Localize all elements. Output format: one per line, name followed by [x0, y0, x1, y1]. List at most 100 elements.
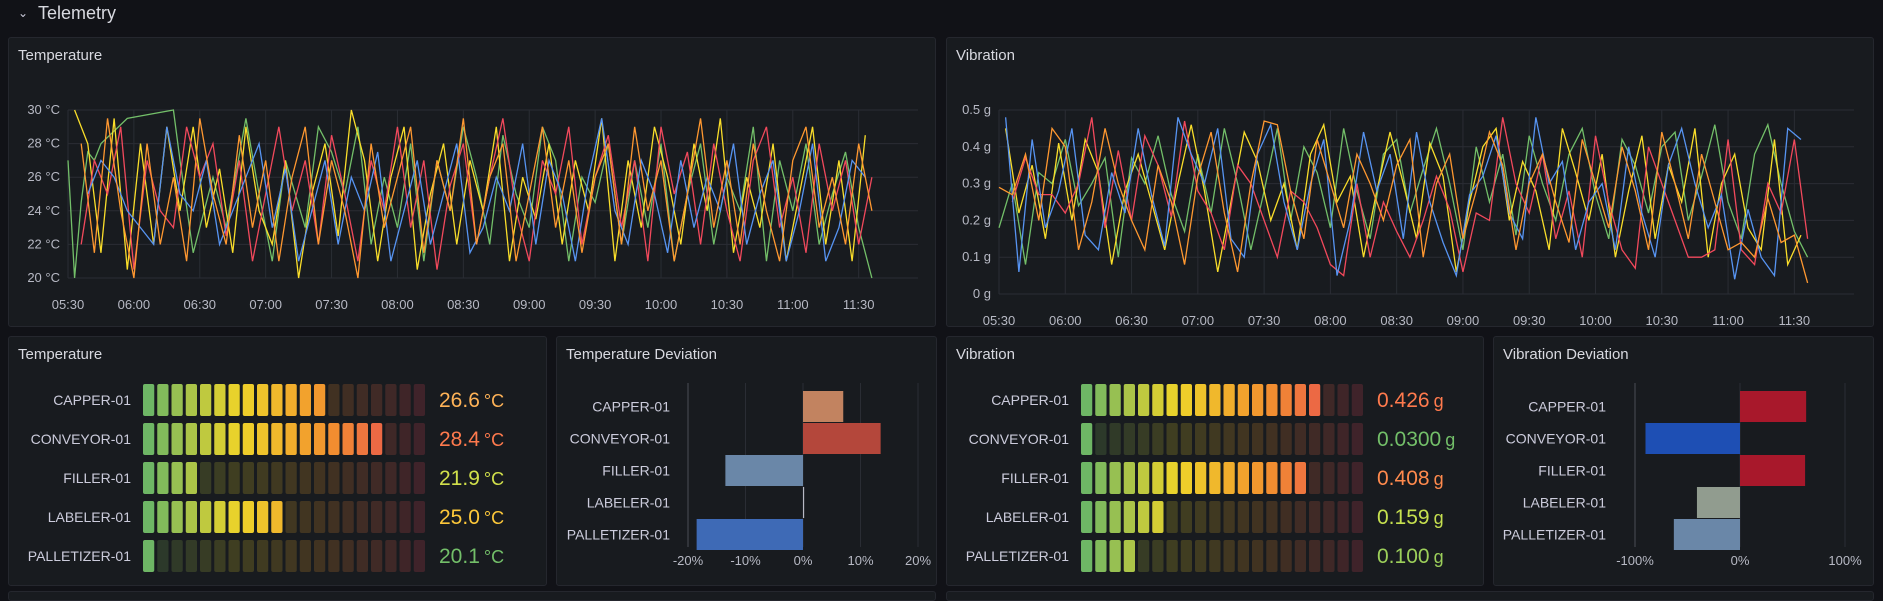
x-tick-label: 08:00: [381, 297, 414, 312]
chevron-down-icon[interactable]: ⌄: [18, 6, 29, 20]
gauge-cell: [1123, 423, 1135, 455]
gauge-cell: [1323, 501, 1335, 533]
x-tick-label: 06:00: [118, 297, 151, 312]
temperature-timeseries-panel[interactable]: Temperature 20 °C 22 °C 24 °C 26 °C 28 °C 30 …: [8, 37, 936, 327]
gauge-cell: [157, 462, 169, 494]
gauge-cell: [285, 462, 297, 494]
panel-title: Temperature: [18, 346, 103, 363]
gauge-cell: [1223, 501, 1235, 533]
gauge-cell: [413, 540, 425, 572]
gauge-cell: [200, 540, 212, 572]
x-tick-label: 10:00: [1579, 313, 1612, 327]
gauge-cell: [214, 423, 226, 455]
vibration-timeseries-panel[interactable]: Vibration 0 g 0.1 g 0.2 g 0.3 g 0.4 g 0.5 g 05…: [946, 37, 1874, 327]
gauge-cell: [1223, 540, 1235, 572]
x-tick-label: -20%: [673, 553, 704, 568]
gauge-cell: [271, 384, 283, 416]
gauge-cell: [413, 462, 425, 494]
x-tick-label: 09:00: [513, 297, 546, 312]
gauge-cell: [399, 540, 411, 572]
x-tick-label: 08:30: [1380, 313, 1413, 327]
gauge-cell: [1237, 384, 1249, 416]
gauge-cell: [271, 423, 283, 455]
gauge-cell: [1095, 462, 1107, 494]
gauge-cell: [1351, 462, 1363, 494]
vibration-deviation-panel[interactable]: Vibration Deviation -100% 0% 100% CAPPER-01…: [1493, 336, 1874, 586]
gauge-cell: [242, 540, 254, 572]
gauge-cell: [1209, 540, 1221, 572]
y-tick-label: 0 g: [973, 286, 991, 301]
gauge-cell: [1180, 423, 1192, 455]
gauge-cell: [413, 423, 425, 455]
row-label: PALLETIZER-01: [966, 548, 1069, 564]
gauge-cell: [371, 540, 383, 572]
gauge-cell: [1252, 501, 1264, 533]
x-tick-label: 11:00: [777, 297, 809, 312]
x-tick-label: 05:30: [52, 297, 85, 312]
deviation-bar: [803, 423, 881, 454]
x-tick-label: 08:00: [1314, 313, 1347, 327]
vibration-line-chart: 0 g 0.1 g 0.2 g 0.3 g 0.4 g 0.5 g 05:30 06:00 06…: [962, 102, 1854, 327]
series-line: [1004, 117, 1802, 280]
gauge-value: 21.9 °C: [439, 467, 504, 490]
gauge-cell: [1180, 462, 1192, 494]
row-label: PALLETIZER-01: [567, 527, 670, 543]
y-tick-label: 0.5 g: [962, 102, 991, 117]
gauge-cell: [228, 501, 240, 533]
y-tick-label: 28 °C: [27, 136, 60, 151]
deviation-bar: [803, 391, 844, 422]
gauge-unit: g: [1434, 469, 1444, 489]
gauge-cell: [185, 384, 197, 416]
row-label: CAPPER-01: [592, 399, 670, 415]
gauge-cell: [413, 501, 425, 533]
gauge-cell: [1280, 384, 1292, 416]
x-tick-label: 10:30: [711, 297, 744, 312]
gauge-cell: [228, 384, 240, 416]
gauge-cell: [214, 540, 226, 572]
gauge-cell: [1081, 540, 1093, 572]
gauge-cell: [1209, 384, 1221, 416]
gauge-cell: [342, 501, 354, 533]
gauge-cell: [1152, 501, 1164, 533]
gauge-unit: °C: [484, 430, 504, 450]
row-header-telemetry[interactable]: ⌄ Telemetry: [0, 0, 1883, 26]
gauge-cell: [371, 462, 383, 494]
panel-title: Vibration: [956, 47, 1015, 64]
gauge-cell: [228, 540, 240, 572]
gauge-cell: [285, 384, 297, 416]
panel-title: Temperature Deviation: [566, 346, 717, 363]
gauge-cell: [371, 423, 383, 455]
gauge-cell: [214, 384, 226, 416]
gauge-cell: [299, 384, 311, 416]
deviation-bar: [803, 487, 805, 518]
x-tick-label: -100%: [1616, 553, 1654, 568]
row-label: CONVEYOR-01: [969, 431, 1070, 447]
temperature-bargauge-panel[interactable]: Temperature CAPPER-01 26.6 °C CONVEYOR-01 28…: [8, 336, 547, 586]
row-label: CAPPER-01: [1528, 399, 1606, 415]
x-tick-label: 10%: [847, 553, 873, 568]
temperature-deviation-panel[interactable]: Temperature Deviation -20% -10% 0% 10% 20% CA…: [556, 336, 937, 586]
gauge-cell: [1351, 501, 1363, 533]
gauge-cell: [299, 423, 311, 455]
gauge-cell: [157, 540, 169, 572]
gauge-cell: [328, 384, 340, 416]
gauge-cell: [1081, 384, 1093, 416]
row-label: LABELER-01: [587, 495, 670, 511]
vibration-bargauge-panel[interactable]: Vibration CAPPER-01 0.426 g CONVEYOR-01 0.03…: [946, 336, 1484, 586]
gauge-cell: [299, 462, 311, 494]
gauge-cell: [1294, 540, 1306, 572]
gauge-cell: [1252, 384, 1264, 416]
vibration-deviation-chart: -100% 0% 100% CAPPER-01 CONVEYOR-01 FILLER-01…: [1503, 383, 1862, 568]
gauge-cell: [185, 423, 197, 455]
gauge-cell: [1209, 462, 1221, 494]
gauge-cell: [399, 423, 411, 455]
gauge-cell: [1081, 423, 1093, 455]
gauge-cell: [143, 462, 155, 494]
gauge-cell: [257, 423, 269, 455]
x-tick-label: 07:00: [249, 297, 282, 312]
gauge-cell: [342, 384, 354, 416]
gauge-cell: [228, 462, 240, 494]
gauge-cell: [1166, 423, 1178, 455]
gauge-cell: [1309, 384, 1321, 416]
gauge-cell: [1266, 501, 1278, 533]
